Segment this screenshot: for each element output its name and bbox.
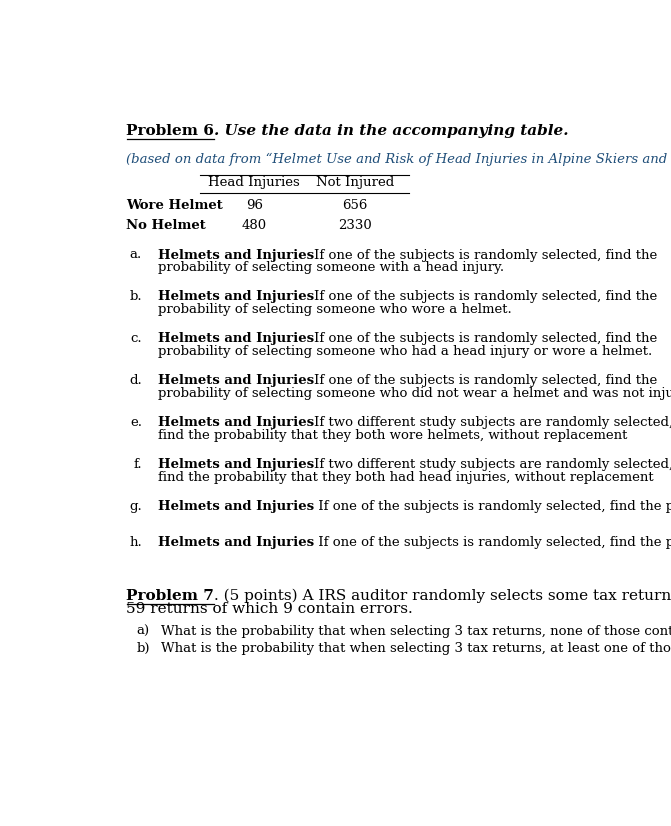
Text: Helmets and Injuries: Helmets and Injuries bbox=[158, 416, 313, 430]
Text: (based on data from “Helmet Use and Risk of Head Injuries in Alpine Skiers and S: (based on data from “Helmet Use and Risk… bbox=[127, 153, 671, 166]
Text: probability of selecting someone who did not wear a helmet and was not injured.: probability of selecting someone who did… bbox=[158, 387, 671, 400]
Text: If two different study subjects are randomly selected,: If two different study subjects are rand… bbox=[313, 458, 671, 472]
Text: h.: h. bbox=[130, 536, 142, 549]
Text: probability of selecting someone who wore a helmet.: probability of selecting someone who wor… bbox=[158, 303, 511, 316]
Text: probability of selecting someone who had a head injury or wore a helmet.: probability of selecting someone who had… bbox=[158, 345, 652, 358]
Text: Helmets and Injuries: Helmets and Injuries bbox=[158, 332, 313, 345]
Text: 59 returns of which 9 contain errors.: 59 returns of which 9 contain errors. bbox=[127, 601, 413, 615]
Text: 480: 480 bbox=[242, 219, 267, 232]
Text: a): a) bbox=[137, 625, 150, 638]
Text: Helmets and Injuries: Helmets and Injuries bbox=[158, 536, 313, 549]
Text: b.: b. bbox=[130, 291, 142, 303]
Text: Helmets and Injuries: Helmets and Injuries bbox=[158, 291, 313, 303]
Text: 96: 96 bbox=[246, 199, 263, 212]
Text: Helmets and Injuries: Helmets and Injuries bbox=[158, 501, 313, 513]
Text: probability of selecting someone with a head injury.: probability of selecting someone with a … bbox=[158, 261, 504, 274]
Text: If one of the subjects is randomly selected, find the probability of selecting s: If one of the subjects is randomly selec… bbox=[313, 501, 671, 513]
Text: 656: 656 bbox=[342, 199, 368, 212]
Text: c.: c. bbox=[130, 332, 142, 345]
Text: find the probability that they both wore helmets, without replacement: find the probability that they both wore… bbox=[158, 429, 627, 442]
Text: If one of the subjects is randomly selected, find the probability of selecting s: If one of the subjects is randomly selec… bbox=[313, 536, 671, 549]
Text: If one of the subjects is randomly selected, find the: If one of the subjects is randomly selec… bbox=[313, 291, 657, 303]
Text: Helmets and Injuries: Helmets and Injuries bbox=[158, 249, 313, 262]
Text: Not Injured: Not Injured bbox=[316, 176, 395, 189]
Text: a.: a. bbox=[130, 249, 142, 262]
Text: 2330: 2330 bbox=[338, 219, 372, 232]
Text: Helmets and Injuries: Helmets and Injuries bbox=[158, 458, 313, 472]
Text: If two different study subjects are randomly selected,: If two different study subjects are rand… bbox=[313, 416, 671, 430]
Text: Problem 7: Problem 7 bbox=[127, 589, 214, 603]
Text: e.: e. bbox=[130, 416, 142, 430]
Text: What is the probability that when selecting 3 tax returns, at least one of those: What is the probability that when select… bbox=[161, 642, 671, 654]
Text: Problem 6: Problem 6 bbox=[127, 124, 214, 138]
Text: If one of the subjects is randomly selected, find the: If one of the subjects is randomly selec… bbox=[313, 249, 657, 262]
Text: If one of the subjects is randomly selected, find the: If one of the subjects is randomly selec… bbox=[313, 332, 657, 345]
Text: find the probability that they both had head injuries, without replacement: find the probability that they both had … bbox=[158, 471, 653, 484]
Text: Wore Helmet: Wore Helmet bbox=[127, 199, 223, 212]
Text: No Helmet: No Helmet bbox=[127, 219, 206, 232]
Text: . (5 points) A IRS auditor randomly selects some tax returns from: . (5 points) A IRS auditor randomly sele… bbox=[214, 589, 671, 603]
Text: f.: f. bbox=[134, 458, 142, 472]
Text: b): b) bbox=[136, 642, 150, 654]
Text: Head Injuries: Head Injuries bbox=[209, 176, 300, 189]
Text: g.: g. bbox=[130, 501, 142, 513]
Text: . Use the data in the accompanying table.: . Use the data in the accompanying table… bbox=[214, 124, 569, 138]
Text: d.: d. bbox=[130, 374, 142, 387]
Text: If one of the subjects is randomly selected, find the: If one of the subjects is randomly selec… bbox=[313, 374, 657, 387]
Text: Helmets and Injuries: Helmets and Injuries bbox=[158, 374, 313, 387]
Text: What is the probability that when selecting 3 tax returns, none of those contain: What is the probability that when select… bbox=[161, 625, 671, 638]
